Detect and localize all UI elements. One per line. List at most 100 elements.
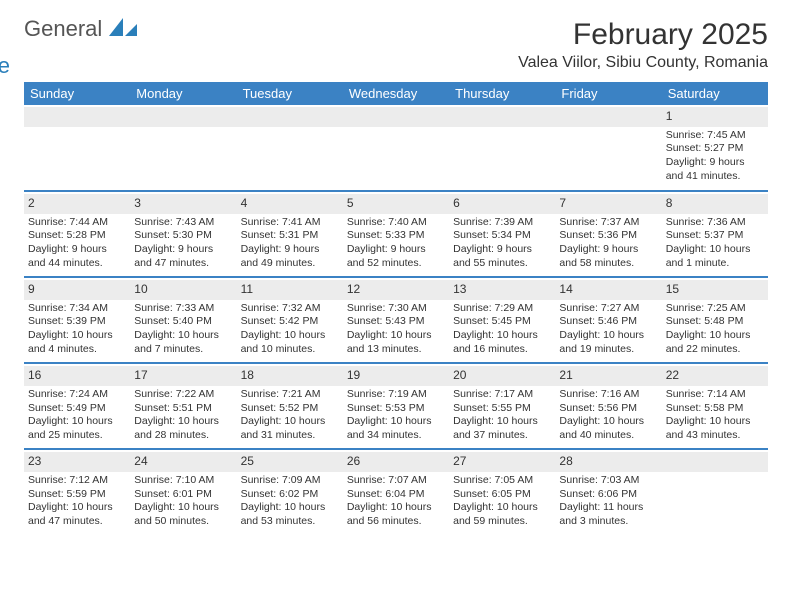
day-number: 9 xyxy=(24,280,130,300)
day-sunrise: Sunrise: 7:44 AM xyxy=(28,216,126,230)
day-day2: and 37 minutes. xyxy=(453,429,551,443)
day-day2: and 43 minutes. xyxy=(666,429,764,443)
day-sunset: Sunset: 5:49 PM xyxy=(28,402,126,416)
day-number: 10 xyxy=(130,280,236,300)
weekday-header: Wednesday xyxy=(343,82,449,105)
day-number: 1 xyxy=(662,107,768,127)
day-number xyxy=(24,107,130,127)
day-number: 16 xyxy=(24,366,130,386)
day-sunrise: Sunrise: 7:37 AM xyxy=(559,216,657,230)
day-day2: and 53 minutes. xyxy=(241,515,339,529)
day-sunset: Sunset: 5:45 PM xyxy=(453,315,551,329)
calendar-day-cell xyxy=(343,105,449,191)
calendar-day-cell: 25Sunrise: 7:09 AMSunset: 6:02 PMDayligh… xyxy=(237,449,343,535)
day-sunrise: Sunrise: 7:27 AM xyxy=(559,302,657,316)
calendar-day-cell: 5Sunrise: 7:40 AMSunset: 5:33 PMDaylight… xyxy=(343,191,449,277)
day-sunrise: Sunrise: 7:14 AM xyxy=(666,388,764,402)
day-day1: Daylight: 10 hours xyxy=(241,329,339,343)
calendar-day-cell: 27Sunrise: 7:05 AMSunset: 6:05 PMDayligh… xyxy=(449,449,555,535)
day-day1: Daylight: 10 hours xyxy=(453,501,551,515)
day-number: 5 xyxy=(343,194,449,214)
day-sunset: Sunset: 6:01 PM xyxy=(134,488,232,502)
day-sunset: Sunset: 5:30 PM xyxy=(134,229,232,243)
day-number: 27 xyxy=(449,452,555,472)
day-number: 11 xyxy=(237,280,343,300)
day-sunrise: Sunrise: 7:41 AM xyxy=(241,216,339,230)
day-day1: Daylight: 9 hours xyxy=(28,243,126,257)
day-number: 14 xyxy=(555,280,661,300)
day-number: 6 xyxy=(449,194,555,214)
day-number: 17 xyxy=(130,366,236,386)
day-sunset: Sunset: 5:51 PM xyxy=(134,402,232,416)
day-day1: Daylight: 10 hours xyxy=(28,415,126,429)
day-day2: and 31 minutes. xyxy=(241,429,339,443)
calendar-day-cell xyxy=(449,105,555,191)
calendar-day-cell xyxy=(130,105,236,191)
day-day2: and 34 minutes. xyxy=(347,429,445,443)
day-sunset: Sunset: 5:46 PM xyxy=(559,315,657,329)
day-number: 13 xyxy=(449,280,555,300)
day-number xyxy=(662,452,768,472)
day-sunrise: Sunrise: 7:10 AM xyxy=(134,474,232,488)
calendar-table: Sunday Monday Tuesday Wednesday Thursday… xyxy=(24,82,768,535)
day-day1: Daylight: 10 hours xyxy=(347,501,445,515)
day-sunset: Sunset: 5:55 PM xyxy=(453,402,551,416)
day-sunset: Sunset: 5:28 PM xyxy=(28,229,126,243)
day-day2: and 49 minutes. xyxy=(241,257,339,271)
calendar-day-cell: 3Sunrise: 7:43 AMSunset: 5:30 PMDaylight… xyxy=(130,191,236,277)
day-number: 22 xyxy=(662,366,768,386)
calendar-day-cell xyxy=(662,449,768,535)
day-day2: and 1 minute. xyxy=(666,257,764,271)
calendar-day-cell: 12Sunrise: 7:30 AMSunset: 5:43 PMDayligh… xyxy=(343,277,449,363)
calendar-day-cell xyxy=(237,105,343,191)
day-sunset: Sunset: 6:05 PM xyxy=(453,488,551,502)
day-day1: Daylight: 10 hours xyxy=(347,329,445,343)
day-day2: and 55 minutes. xyxy=(453,257,551,271)
day-sunset: Sunset: 6:06 PM xyxy=(559,488,657,502)
day-day2: and 50 minutes. xyxy=(134,515,232,529)
logo-word-blue: Blue xyxy=(0,53,10,78)
day-sunrise: Sunrise: 7:39 AM xyxy=(453,216,551,230)
day-day1: Daylight: 10 hours xyxy=(453,415,551,429)
calendar-day-cell: 28Sunrise: 7:03 AMSunset: 6:06 PMDayligh… xyxy=(555,449,661,535)
day-sunset: Sunset: 5:48 PM xyxy=(666,315,764,329)
day-number xyxy=(343,107,449,127)
calendar-day-cell: 26Sunrise: 7:07 AMSunset: 6:04 PMDayligh… xyxy=(343,449,449,535)
day-day1: Daylight: 9 hours xyxy=(241,243,339,257)
calendar-day-cell: 2Sunrise: 7:44 AMSunset: 5:28 PMDaylight… xyxy=(24,191,130,277)
calendar-week-row: 16Sunrise: 7:24 AMSunset: 5:49 PMDayligh… xyxy=(24,363,768,449)
day-day2: and 13 minutes. xyxy=(347,343,445,357)
day-sunrise: Sunrise: 7:40 AM xyxy=(347,216,445,230)
day-sunrise: Sunrise: 7:03 AM xyxy=(559,474,657,488)
day-sunset: Sunset: 5:40 PM xyxy=(134,315,232,329)
day-day1: Daylight: 10 hours xyxy=(347,415,445,429)
weekday-header: Tuesday xyxy=(237,82,343,105)
calendar-day-cell: 1Sunrise: 7:45 AMSunset: 5:27 PMDaylight… xyxy=(662,105,768,191)
day-day2: and 44 minutes. xyxy=(28,257,126,271)
day-sunrise: Sunrise: 7:16 AM xyxy=(559,388,657,402)
day-sunset: Sunset: 5:34 PM xyxy=(453,229,551,243)
day-sunset: Sunset: 6:02 PM xyxy=(241,488,339,502)
day-day1: Daylight: 10 hours xyxy=(559,415,657,429)
calendar-day-cell: 19Sunrise: 7:19 AMSunset: 5:53 PMDayligh… xyxy=(343,363,449,449)
day-number xyxy=(449,107,555,127)
day-sunrise: Sunrise: 7:17 AM xyxy=(453,388,551,402)
calendar-day-cell: 4Sunrise: 7:41 AMSunset: 5:31 PMDaylight… xyxy=(237,191,343,277)
day-sunrise: Sunrise: 7:19 AM xyxy=(347,388,445,402)
day-day1: Daylight: 10 hours xyxy=(28,501,126,515)
day-sunrise: Sunrise: 7:33 AM xyxy=(134,302,232,316)
day-day1: Daylight: 10 hours xyxy=(241,501,339,515)
day-sunrise: Sunrise: 7:24 AM xyxy=(28,388,126,402)
calendar-day-cell: 23Sunrise: 7:12 AMSunset: 5:59 PMDayligh… xyxy=(24,449,130,535)
logo-word-general: General xyxy=(24,16,102,41)
day-day1: Daylight: 10 hours xyxy=(453,329,551,343)
day-number: 20 xyxy=(449,366,555,386)
day-sunrise: Sunrise: 7:45 AM xyxy=(666,129,764,143)
day-day1: Daylight: 10 hours xyxy=(241,415,339,429)
day-sunset: Sunset: 5:37 PM xyxy=(666,229,764,243)
day-day2: and 56 minutes. xyxy=(347,515,445,529)
day-day2: and 41 minutes. xyxy=(666,170,764,184)
day-sunrise: Sunrise: 7:25 AM xyxy=(666,302,764,316)
title-block: February 2025 Valea Viilor, Sibiu County… xyxy=(518,18,768,72)
day-day2: and 47 minutes. xyxy=(134,257,232,271)
